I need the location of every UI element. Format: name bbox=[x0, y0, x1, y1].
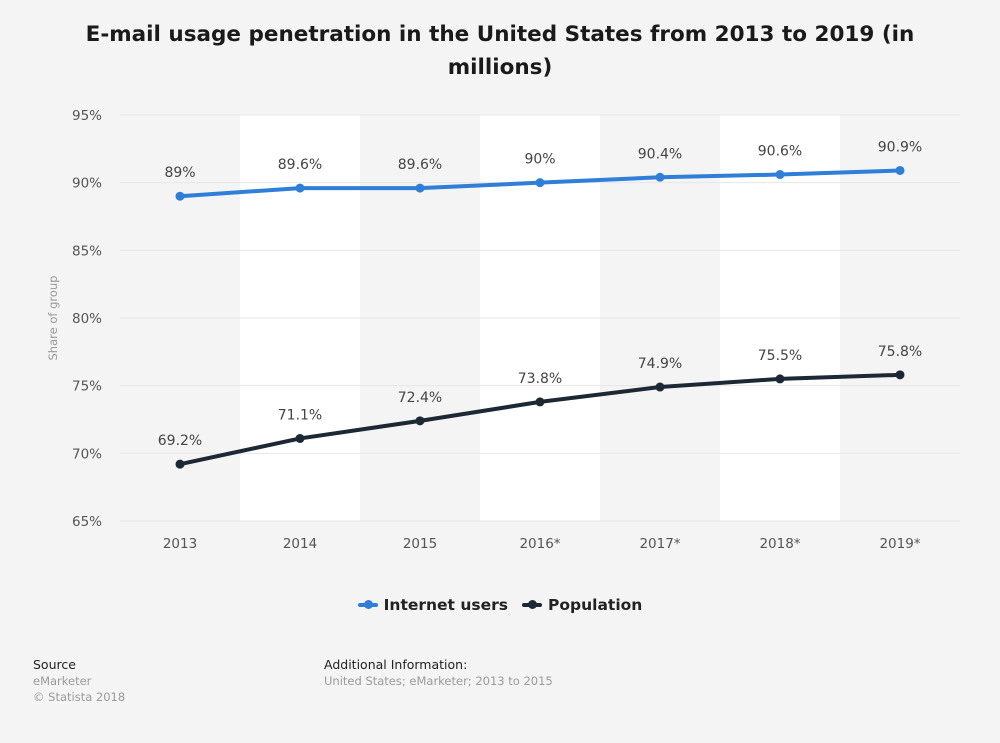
x-tick-label: 2015 bbox=[403, 536, 437, 552]
y-tick-label: 90% bbox=[72, 176, 102, 192]
x-axis-ticks: 2013 2014 2015 2016* 2017* 2018* 2019* bbox=[163, 536, 921, 552]
data-label: 73.8% bbox=[518, 371, 562, 387]
legend-item-internet-users[interactable]: Internet users bbox=[357, 596, 509, 614]
additional-info-block: Additional Information: United States; e… bbox=[324, 657, 553, 689]
legend-item-population[interactable]: Population bbox=[522, 596, 642, 614]
legend-label: Population bbox=[548, 596, 643, 614]
data-label: 75.5% bbox=[758, 348, 802, 364]
data-label: 90.6% bbox=[758, 144, 802, 160]
data-point[interactable] bbox=[775, 170, 785, 180]
data-point[interactable] bbox=[535, 178, 545, 188]
data-label: 89.6% bbox=[278, 157, 322, 173]
y-tick-label: 65% bbox=[72, 514, 102, 530]
data-point[interactable] bbox=[895, 370, 905, 380]
data-labels: 89% 89.6% 89.6% 90% 90.4% 90.6% 90.9% 69.2% 71.1… bbox=[158, 139, 922, 449]
data-label: 90% bbox=[524, 152, 555, 168]
data-label: 90.9% bbox=[878, 139, 922, 155]
source-block: Source eMarketer © Statista 2018 bbox=[33, 657, 125, 705]
data-label: 90.4% bbox=[638, 146, 682, 162]
legend: Internet users Population bbox=[0, 596, 1000, 614]
x-tick-label: 2019* bbox=[879, 536, 920, 552]
data-point[interactable] bbox=[655, 172, 665, 182]
data-point[interactable] bbox=[295, 433, 305, 443]
data-point[interactable] bbox=[415, 183, 425, 193]
source-label: Source bbox=[33, 657, 76, 672]
legend-label: Internet users bbox=[383, 596, 509, 614]
y-tick-label: 75% bbox=[72, 379, 102, 395]
y-axis-label: Share of group bbox=[46, 276, 60, 361]
data-point[interactable] bbox=[175, 459, 185, 469]
y-axis-ticks: 95% 90% 85% 80% 75% 70% 65% bbox=[72, 108, 102, 530]
y-tick-label: 85% bbox=[72, 243, 102, 259]
data-label: 69.2% bbox=[158, 433, 202, 449]
data-label: 89.6% bbox=[398, 157, 442, 173]
data-label: 89% bbox=[164, 165, 195, 181]
data-label: 71.1% bbox=[278, 407, 322, 423]
series-lines bbox=[175, 165, 905, 469]
data-point[interactable] bbox=[895, 165, 905, 175]
data-label: 75.8% bbox=[878, 344, 922, 360]
x-tick-label: 2018* bbox=[759, 536, 800, 552]
x-tick-label: 2016* bbox=[519, 536, 560, 552]
legend-marker-icon bbox=[357, 600, 378, 609]
source-name[interactable]: eMarketer bbox=[33, 674, 92, 688]
copyright[interactable]: © Statista 2018 bbox=[33, 690, 126, 704]
data-point[interactable] bbox=[775, 374, 785, 384]
chart-title: E-mail usage penetration in the United S… bbox=[85, 22, 915, 80]
data-label: 74.9% bbox=[638, 356, 682, 372]
data-point[interactable] bbox=[415, 416, 425, 426]
data-point[interactable] bbox=[535, 397, 545, 407]
additional-info-text: United States; eMarketer; 2013 to 2015 bbox=[324, 674, 553, 688]
additional-info-label: Additional Information: bbox=[324, 657, 468, 672]
y-tick-label: 70% bbox=[72, 446, 102, 462]
y-tick-label: 80% bbox=[72, 311, 102, 327]
data-point[interactable] bbox=[175, 191, 185, 201]
x-tick-label: 2013 bbox=[163, 536, 197, 552]
x-tick-label: 2017* bbox=[639, 536, 680, 552]
legend-marker-icon bbox=[522, 600, 543, 609]
x-tick-label: 2014 bbox=[283, 536, 317, 552]
line-chart: 95%90%85%80%75%70%65% 2013 2014 2015 2016* 2… bbox=[46, 108, 960, 552]
y-tick-label: 95% bbox=[72, 108, 102, 124]
data-point[interactable] bbox=[295, 183, 305, 193]
data-point[interactable] bbox=[655, 382, 665, 392]
data-label: 72.4% bbox=[398, 390, 442, 406]
